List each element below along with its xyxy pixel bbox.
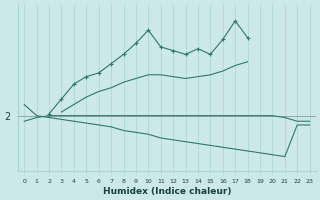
X-axis label: Humidex (Indice chaleur): Humidex (Indice chaleur) — [103, 187, 231, 196]
